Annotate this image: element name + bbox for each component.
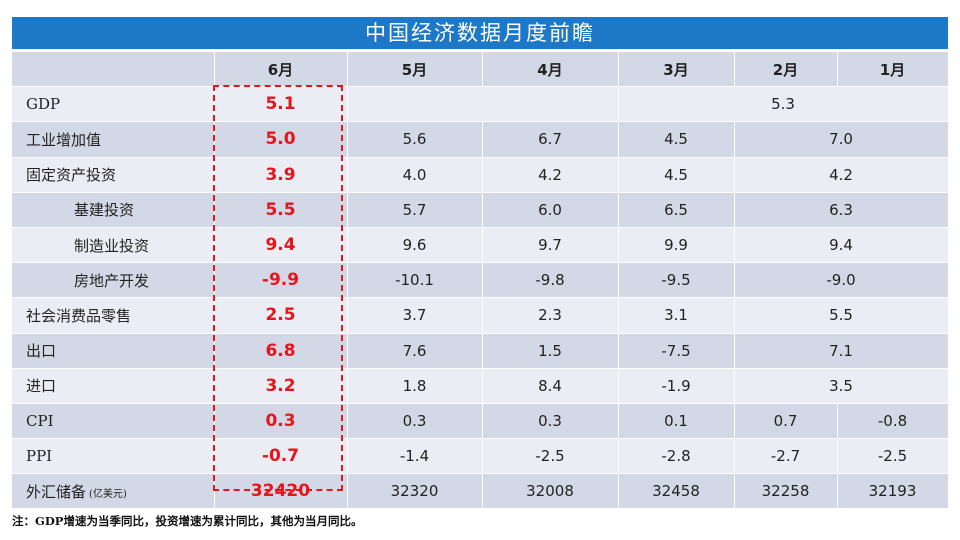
- row-label: 进口: [12, 368, 215, 404]
- cell-may: 5.7: [347, 192, 483, 228]
- row-label: 基建投资: [12, 192, 215, 228]
- row-label-text: 外汇储备: [26, 482, 87, 501]
- header-apr: 4月: [482, 52, 619, 88]
- header-jan: 1月: [837, 52, 949, 88]
- cell-mar: -7.5: [618, 333, 735, 369]
- table-row: 外汇储备 (亿美元) 32420 32320 32008 32458 32258 …: [12, 473, 949, 510]
- cell-feb: 32258: [734, 473, 838, 510]
- footnote: 注：GDP增速为当季同比，投资增速为累计同比，其他为当月同比。: [12, 514, 363, 528]
- unit-label: (亿美元): [89, 488, 127, 500]
- cell-q1: 5.3: [618, 86, 949, 123]
- cell-may: 3.7: [347, 297, 483, 334]
- cell-q2-blank: [347, 86, 619, 123]
- cell-mar: 9.9: [618, 227, 735, 264]
- cell-janfeb: 3.5: [734, 368, 949, 404]
- table-row: PPI -0.7 -1.4 -2.5 -2.8 -2.7 -2.5: [12, 438, 949, 475]
- cell-mar: 6.5: [618, 192, 735, 228]
- cell-janfeb: 9.4: [734, 227, 949, 264]
- cell-janfeb: 6.3: [734, 192, 949, 228]
- cell-may: 9.6: [347, 227, 483, 264]
- table-row: 基建投资 5.5 5.7 6.0 6.5 6.3: [12, 192, 949, 228]
- cell-jun: 5.1: [214, 86, 348, 123]
- page-title: 中国经济数据月度前瞻: [12, 17, 948, 49]
- row-label: PPI: [12, 438, 215, 475]
- cell-jun: 32420: [214, 473, 348, 510]
- cell-apr: 1.5: [482, 333, 619, 369]
- cell-jun: 6.8: [214, 333, 348, 369]
- cell-mar: 0.1: [618, 403, 735, 440]
- cell-jun: 3.2: [214, 368, 348, 404]
- row-label: CPI: [12, 403, 215, 440]
- cell-may: -10.1: [347, 262, 483, 299]
- cell-may: 7.6: [347, 333, 483, 369]
- cell-apr: 2.3: [482, 297, 619, 334]
- cell-jan: -2.5: [837, 438, 949, 475]
- table-row: GDP 5.1 5.3: [12, 86, 949, 123]
- row-label: GDP: [12, 86, 215, 123]
- cell-mar: -1.9: [618, 368, 735, 404]
- table-row: CPI 0.3 0.3 0.3 0.1 0.7 -0.8: [12, 403, 949, 440]
- cell-jan: 32193: [837, 473, 949, 510]
- table-row: 制造业投资 9.4 9.6 9.7 9.9 9.4: [12, 227, 949, 264]
- row-label: 制造业投资: [12, 227, 215, 264]
- row-label: 房地产开发: [12, 262, 215, 299]
- cell-apr: 4.2: [482, 157, 619, 193]
- cell-mar: 32458: [618, 473, 735, 510]
- cell-janfeb: 4.2: [734, 157, 949, 193]
- cell-jun: 5.5: [214, 192, 348, 228]
- cell-apr: 9.7: [482, 227, 619, 264]
- economic-data-table: 6月 5月 4月 3月 2月 1月 GDP 5.1 5.3 工业增加值 5.0 …: [12, 52, 949, 510]
- cell-may: 4.0: [347, 157, 483, 193]
- cell-jun: -0.7: [214, 438, 348, 475]
- cell-apr: -2.5: [482, 438, 619, 475]
- table-row: 进口 3.2 1.8 8.4 -1.9 3.5: [12, 368, 949, 404]
- row-label: 固定资产投资: [12, 157, 215, 193]
- row-label: 社会消费品零售: [12, 297, 215, 334]
- row-label-fx: 外汇储备 (亿美元): [12, 473, 215, 510]
- table-row: 房地产开发 -9.9 -10.1 -9.8 -9.5 -9.0: [12, 262, 949, 299]
- cell-mar: 4.5: [618, 121, 735, 158]
- cell-may: 5.6: [347, 121, 483, 158]
- table-row: 工业增加值 5.0 5.6 6.7 4.5 7.0: [12, 121, 949, 158]
- row-label: 出口: [12, 333, 215, 369]
- header-feb: 2月: [734, 52, 838, 88]
- header-jun: 6月: [214, 52, 348, 88]
- cell-apr: 6.7: [482, 121, 619, 158]
- table-header-row: 6月 5月 4月 3月 2月 1月: [12, 52, 949, 88]
- cell-apr: 0.3: [482, 403, 619, 440]
- cell-apr: 8.4: [482, 368, 619, 404]
- cell-janfeb: 7.0: [734, 121, 949, 158]
- cell-jun: 0.3: [214, 403, 348, 440]
- cell-jun: 5.0: [214, 121, 348, 158]
- cell-feb: -2.7: [734, 438, 838, 475]
- cell-may: -1.4: [347, 438, 483, 475]
- table-row: 社会消费品零售 2.5 3.7 2.3 3.1 5.5: [12, 297, 949, 334]
- cell-may: 32320: [347, 473, 483, 510]
- cell-mar: 3.1: [618, 297, 735, 334]
- cell-mar: -9.5: [618, 262, 735, 299]
- cell-mar: -2.8: [618, 438, 735, 475]
- cell-mar: 4.5: [618, 157, 735, 193]
- cell-jun: -9.9: [214, 262, 348, 299]
- row-label: 工业增加值: [12, 121, 215, 158]
- cell-feb: 0.7: [734, 403, 838, 440]
- cell-janfeb: 7.1: [734, 333, 949, 369]
- cell-jun: 2.5: [214, 297, 348, 334]
- cell-jan: -0.8: [837, 403, 949, 440]
- cell-janfeb: -9.0: [734, 262, 949, 299]
- cell-jun: 3.9: [214, 157, 348, 193]
- cell-may: 1.8: [347, 368, 483, 404]
- table-row: 出口 6.8 7.6 1.5 -7.5 7.1: [12, 333, 949, 369]
- cell-janfeb: 5.5: [734, 297, 949, 334]
- header-may: 5月: [347, 52, 483, 88]
- cell-apr: 6.0: [482, 192, 619, 228]
- cell-apr: 32008: [482, 473, 619, 510]
- table-row: 固定资产投资 3.9 4.0 4.2 4.5 4.2: [12, 157, 949, 193]
- header-corner: [12, 52, 215, 88]
- header-mar: 3月: [618, 52, 735, 88]
- cell-may: 0.3: [347, 403, 483, 440]
- cell-jun: 9.4: [214, 227, 348, 264]
- cell-apr: -9.8: [482, 262, 619, 299]
